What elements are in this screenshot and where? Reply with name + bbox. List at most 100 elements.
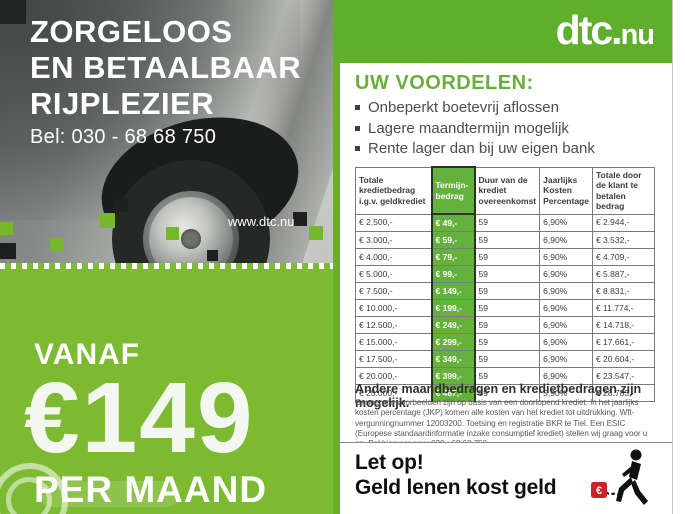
table-cell: € 2.500,-	[355, 213, 432, 232]
disclaimer-title: Andere maandbedragen en kredietbedragen …	[355, 382, 642, 410]
termijnbedrag-cell: € 299,-	[430, 333, 476, 351]
table-row: € 17.500,- € 349,- 59 6,90% € 20.604,-	[355, 350, 655, 368]
car-rim	[143, 191, 239, 263]
table-row: € 25.000,- € 487,- 59 5,90% € 28.783,-	[355, 384, 655, 402]
benefit-item: Rente lager dan bij uw eigen bank	[355, 139, 595, 160]
table-cell: 59	[473, 333, 541, 351]
green-stripe	[333, 0, 340, 514]
warning-line2: Geld lenen kost geld	[355, 476, 557, 499]
offer-suffix: PER MAAND	[34, 469, 268, 510]
table-cell: 59	[473, 231, 541, 249]
table-cell: € 5.000,-	[355, 265, 432, 283]
table-cell: € 14.718,-	[591, 316, 655, 334]
table-cell: 6,90%	[539, 282, 593, 300]
termijnbedrag-cell: € 487,-	[430, 384, 476, 402]
table-cell: € 8.831,-	[591, 282, 655, 300]
watermark-ring	[6, 477, 52, 514]
table-header-row: Totale kredietbedrag i.g.v. geldkrediet …	[355, 166, 655, 215]
table-cell: € 10.000,-	[355, 299, 432, 317]
table-cell: € 20.604,-	[591, 350, 655, 368]
headline-line: ZORGELOOS	[30, 14, 233, 49]
table-cell: € 17.661,-	[591, 333, 655, 351]
watermark-logo	[0, 463, 68, 514]
table-cell: 6,90%	[539, 248, 593, 266]
deco-square-black	[207, 250, 218, 261]
col-header-jkp: Jaarlijks Kosten Percentage	[539, 166, 593, 215]
termijnbedrag-cell: € 199,-	[430, 299, 476, 317]
credit-warning-text: Let op! Geld lenen kost geld	[355, 450, 557, 500]
table-cell: 6,90%	[539, 333, 593, 351]
table-cell: 5,90%	[539, 384, 593, 402]
termijnbedrag-cell: € 59,-	[430, 231, 476, 249]
deco-square-green	[0, 222, 13, 235]
header-bar: dtc.nu	[333, 0, 672, 63]
termijnbedrag-cell: € 149,-	[430, 282, 476, 300]
benefit-item: Lagere maandtermijn mogelijk	[355, 119, 595, 140]
table-row: € 7.500,- € 149,- 59 6,90% € 8.831,-	[355, 282, 655, 300]
offer-amount: €149	[24, 362, 255, 474]
termijnbedrag-cell: € 349,-	[430, 350, 476, 368]
deco-square-black	[0, 243, 16, 259]
table-row: € 12.500,- € 249,- 59 6,90% € 14.718,-	[355, 316, 655, 334]
table-cell: 59	[473, 384, 541, 402]
table-cell: 6,90%	[539, 265, 593, 283]
termijnbedrag-cell: € 79,-	[430, 248, 476, 266]
logo-main: dtc.	[555, 7, 623, 53]
deco-square-black	[115, 199, 128, 212]
table-row: € 2.500,- € 49,- 59 6,90% € 2.944,-	[355, 213, 655, 232]
deco-square-green	[100, 213, 115, 228]
deco-square-black	[0, 0, 26, 24]
table-cell: € 4.000,-	[355, 248, 432, 266]
deco-square-green	[309, 226, 323, 240]
table-cell: 6,90%	[539, 213, 593, 232]
col-header-termijnbedrag: Termijn-bedrag	[430, 166, 476, 215]
col-header-duur: Duur van de krediet overeenkomst	[473, 166, 541, 215]
deco-square-green	[166, 227, 179, 240]
table-cell: € 4.709,-	[591, 248, 655, 266]
table-row: € 15.000,- € 299,- 59 6,90% € 17.661,-	[355, 333, 655, 351]
table-cell: € 15.000,-	[355, 333, 432, 351]
table-cell: € 7.500,-	[355, 282, 432, 300]
dtc-logo: dtc.nu	[555, 7, 655, 54]
table-cell: € 2.944,-	[591, 213, 655, 232]
termijnbedrag-cell: € 399,-	[430, 367, 476, 385]
deco-square-green	[50, 238, 63, 251]
table-cell: 59	[473, 213, 541, 232]
warning-line1: Let op!	[355, 451, 424, 474]
panel-right-border	[672, 0, 673, 514]
benefit-item: Onbeperkt boetevrij aflossen	[355, 98, 595, 119]
logo-tld: nu	[620, 19, 655, 51]
dotted-divider	[0, 263, 333, 269]
termijnbedrag-cell: € 49,-	[430, 213, 476, 232]
watermark-smudge	[40, 481, 180, 507]
col-header-kredietbedrag: Totale kredietbedrag i.g.v. geldkrediet	[355, 166, 432, 215]
benefits-title: UW VOORDELEN:	[355, 72, 534, 94]
phone-number: Bel: 030 - 68 68 750	[30, 126, 217, 148]
table-cell: € 28.783,-	[591, 384, 655, 402]
offer-prefix: VANAF	[34, 338, 141, 371]
hero-photo: ZORGELOOS EN BETAALBAAR RIJPLEZIER Bel: …	[0, 0, 333, 263]
loan-table: Totale kredietbedrag i.g.v. geldkrediet …	[355, 166, 655, 402]
table-cell: € 11.774,-	[591, 299, 655, 317]
headline-line: RIJPLEZIER	[30, 86, 215, 121]
table-row: € 5.000,- € 99,- 59 6,90% € 5.887,-	[355, 265, 655, 283]
benefits-list: Onbeperkt boetevrij aflossen Lagere maan…	[355, 98, 595, 160]
table-cell: € 3.000,-	[355, 231, 432, 249]
table-cell: 6,90%	[539, 231, 593, 249]
headline: ZORGELOOS EN BETAALBAAR RIJPLEZIER	[30, 14, 301, 122]
car-rim-hub	[181, 229, 201, 249]
euro-ball-and-chain-icon: €	[588, 447, 654, 514]
table-cell: 6,90%	[539, 299, 593, 317]
termijnbedrag-cell: € 99,-	[430, 265, 476, 283]
table-row: € 10.000,- € 199,- 59 6,90% € 11.774,-	[355, 299, 655, 317]
table-cell: 59	[473, 299, 541, 317]
termijnbedrag-cell: € 249,-	[430, 316, 476, 334]
offer-panel: VANAF €149 PER MAAND	[0, 263, 333, 514]
col-header-totaal: Totale door de klant te betalen bedrag	[591, 166, 655, 215]
loan-table-body: € 2.500,- € 49,- 59 6,90% € 2.944,- € 3.000,-…	[355, 213, 655, 402]
table-row: € 4.000,- € 79,- 59 6,90% € 4.709,-	[355, 248, 655, 266]
table-cell: 59	[473, 316, 541, 334]
table-cell: 59	[473, 282, 541, 300]
table-row: € 3.000,- € 59,- 59 6,90% € 3.532,-	[355, 231, 655, 249]
website-url: www.dtc.nu	[228, 214, 295, 229]
